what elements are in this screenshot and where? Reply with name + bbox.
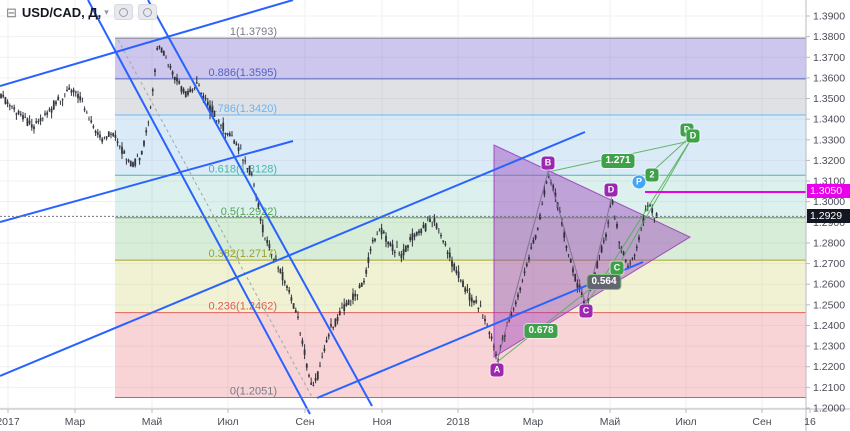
axis-label: 1.3200 <box>813 155 845 167</box>
pattern-point-2[interactable]: 2 <box>645 168 659 182</box>
axis-label: 1.2400 <box>813 320 845 332</box>
axis-label: Мар <box>65 416 86 428</box>
axis-label: 1.3500 <box>813 93 845 105</box>
axis-label: 0.786(1.3420) <box>209 103 278 115</box>
axis-label: Сен <box>752 416 771 428</box>
axis-label: 1.3900 <box>813 11 845 23</box>
projection-line[interactable] <box>653 138 689 171</box>
trend-line-up-channel-lower-left[interactable] <box>0 140 294 223</box>
axis-label: Июл <box>217 416 238 428</box>
axis-label: 2018 <box>446 416 470 428</box>
trend-line-up-channel-upper-left[interactable] <box>0 0 294 87</box>
axis-label: 1.2500 <box>813 299 845 311</box>
last-price-tag[interactable]: 1.2929 <box>807 209 850 224</box>
axis-label: 1.2200 <box>813 361 845 373</box>
pattern-point-0.564[interactable]: 0.564 <box>587 275 621 289</box>
axis-label: 1.3600 <box>813 72 845 84</box>
axis-label: Май <box>600 416 621 428</box>
projection-line[interactable] <box>616 140 691 269</box>
alert-price-tag[interactable]: 1.3050 <box>807 184 850 199</box>
axis-label: 0.618(1.3128) <box>209 163 278 175</box>
trend-line-down-channel-2[interactable] <box>147 0 373 407</box>
trend-line-down-channel-1[interactable] <box>87 0 311 415</box>
fib-band <box>115 38 806 79</box>
hide-marks-icon[interactable] <box>113 4 133 20</box>
fib-band <box>115 78 806 116</box>
axis-label: 1.2600 <box>813 279 845 291</box>
symbol-header: ⊟ USD/CAD, Д, ▾ <box>6 4 157 20</box>
axis-label: 1.2000 <box>813 403 845 415</box>
settings-icon[interactable] <box>137 4 157 20</box>
fib-baseline[interactable] <box>117 39 313 398</box>
axis-label: 2017 <box>0 416 20 428</box>
pattern-point-C[interactable]: C <box>579 304 593 318</box>
axis-label: 1(1.3793) <box>230 26 277 38</box>
axis-label: Ноя <box>372 416 391 428</box>
fib-band <box>115 260 806 313</box>
pattern-point-D[interactable]: D <box>686 129 700 143</box>
fib-band <box>115 312 806 398</box>
symbol-title[interactable]: USD/CAD, Д, <box>21 4 102 20</box>
axis-label: 0.236(1.2462) <box>209 301 278 313</box>
axis-label: Май <box>142 416 163 428</box>
axis-label: 1.2700 <box>813 258 845 270</box>
axis-label: Июл <box>675 416 696 428</box>
axis-label: 0.382(1.2717) <box>209 248 278 260</box>
axis-label: 0.886(1.3595) <box>209 67 278 79</box>
axis-label: 1.3700 <box>813 52 845 64</box>
pattern-point-C[interactable]: C <box>610 261 624 275</box>
axis-label: 1.2800 <box>813 237 845 249</box>
pattern-point-1.271[interactable]: 1.271 <box>601 154 635 168</box>
axis-label: Сен <box>295 416 314 428</box>
axis-label: 1.3300 <box>813 134 845 146</box>
axis-label: Мар <box>523 416 544 428</box>
trend-line-long-ascending[interactable] <box>0 131 586 377</box>
pattern-point-A[interactable]: A <box>490 363 504 377</box>
pattern-point-B[interactable]: B <box>541 156 555 170</box>
axis-label: 0(1.2051) <box>230 385 277 397</box>
fib-band <box>115 217 806 261</box>
candles <box>0 45 658 387</box>
collapse-icon[interactable]: ⊟ <box>6 4 17 20</box>
harmonic-zigzag[interactable] <box>496 170 613 363</box>
axis-label: 1.3000 <box>813 196 845 208</box>
axis-label: 16 <box>804 416 816 428</box>
axis-label: 1.3800 <box>813 31 845 43</box>
pattern-point-P[interactable]: P <box>632 175 646 189</box>
fib-band <box>115 175 806 218</box>
axis-label: 1.3400 <box>813 114 845 126</box>
axis-label: 1.2300 <box>813 341 845 353</box>
axis-label: 1.2100 <box>813 382 845 394</box>
pattern-point-D[interactable]: D <box>604 183 618 197</box>
chevron-down-icon[interactable]: ▾ <box>104 6 109 17</box>
pattern-point-0.678[interactable]: 0.678 <box>524 324 558 338</box>
